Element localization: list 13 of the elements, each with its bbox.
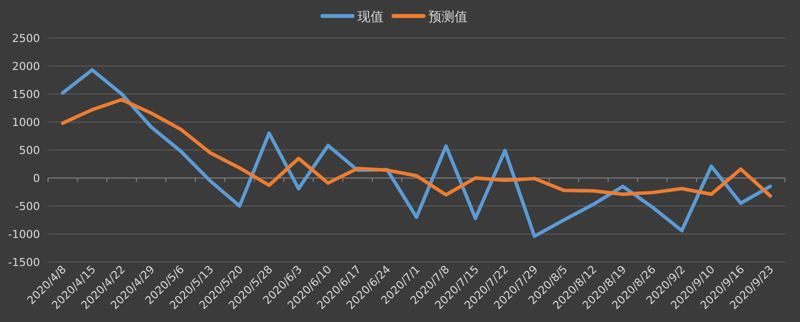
y-tick-label: -1500 xyxy=(8,256,40,269)
y-tick-label: 2000 xyxy=(12,60,40,73)
line-series xyxy=(60,98,772,198)
y-tick-label: -1000 xyxy=(8,228,40,241)
y-tick-label: -500 xyxy=(15,200,40,213)
legend-label: 预测值 xyxy=(428,10,468,25)
y-tick-label: 1000 xyxy=(12,116,40,129)
line-series xyxy=(60,68,772,238)
y-tick-label: 2500 xyxy=(12,32,40,45)
y-tick-label: 1500 xyxy=(12,88,40,101)
legend-label: 现值 xyxy=(358,10,384,25)
y-tick-label: 0 xyxy=(33,172,40,185)
y-tick-label: 500 xyxy=(19,144,40,157)
